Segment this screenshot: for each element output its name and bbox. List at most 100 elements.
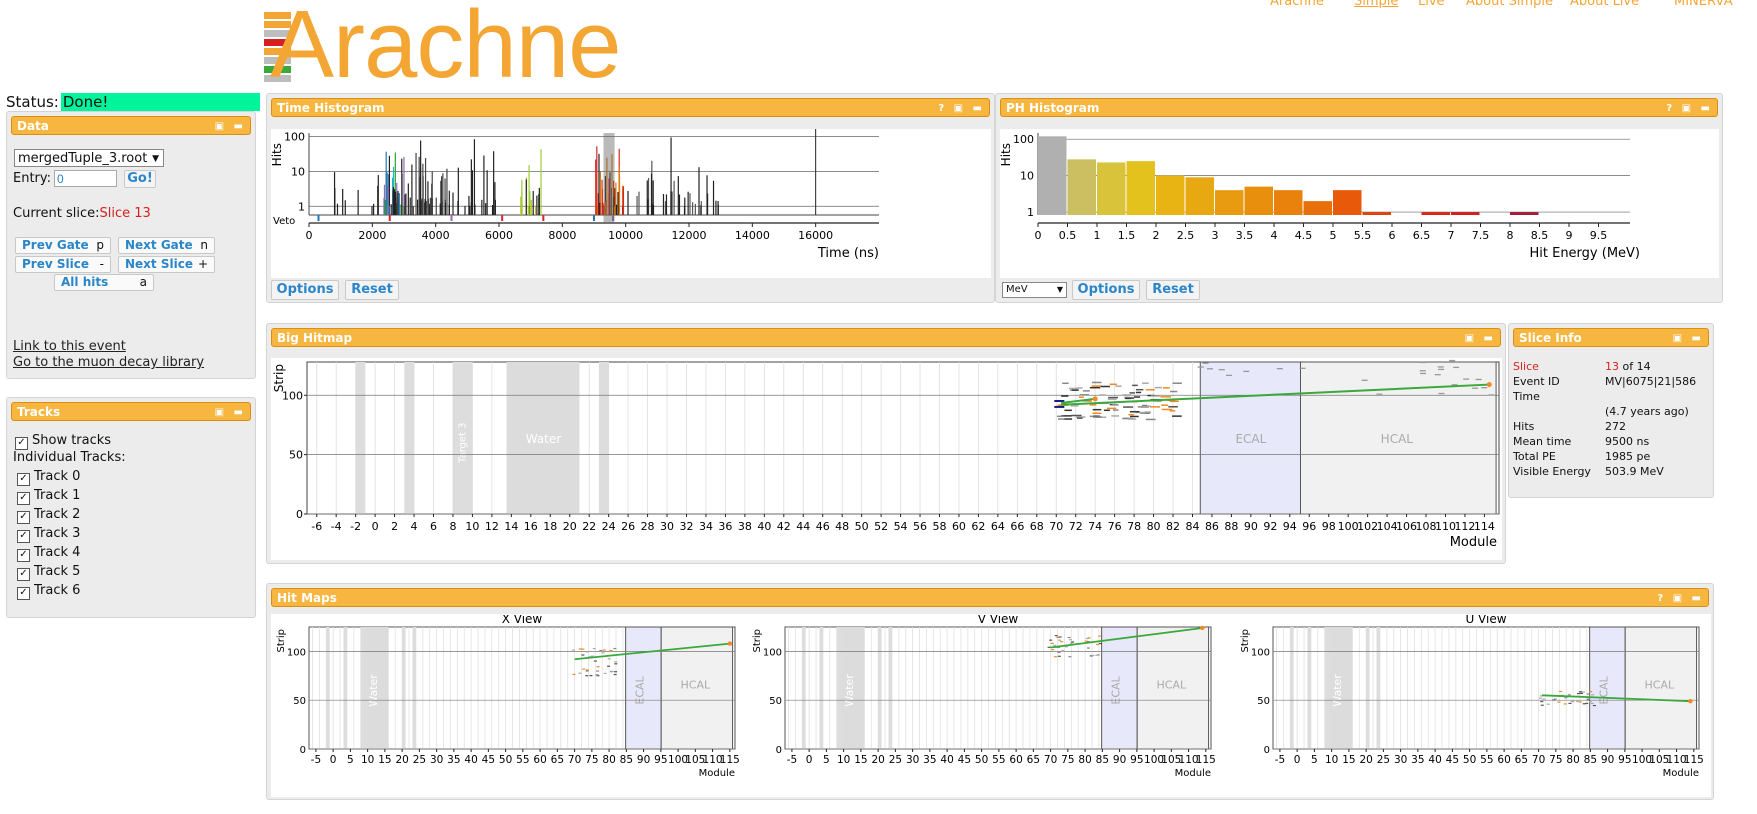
histogram-bar [1215, 190, 1244, 215]
hit [1552, 699, 1556, 701]
x-tick-label: 90 [1244, 520, 1258, 533]
hit-maps-header: Hit Maps ? ▣ ▬ [271, 588, 1709, 607]
panel-controls[interactable]: ? ▣ ▬ [1657, 593, 1704, 604]
track-checkbox-4[interactable]: ✓ Track 4 [17, 545, 80, 562]
x-tick-label: 40 [464, 754, 477, 766]
x-tick-label: 65 [551, 754, 564, 766]
hit [1071, 414, 1082, 417]
x-tick-label: 15 [854, 754, 867, 766]
hit [1085, 637, 1089, 640]
link-to-event[interactable]: Link to this event [13, 339, 126, 354]
checkbox-checked-icon: ✓ [17, 549, 30, 562]
next-slice-button[interactable]: Next Slice + [118, 256, 215, 273]
nav-about-simple[interactable]: About Simple [1466, 0, 1553, 9]
link-muon-library[interactable]: Go to the muon decay library [13, 355, 205, 370]
x-tick-label: 70 [568, 754, 581, 766]
hit [1106, 407, 1117, 410]
ph-reset-button[interactable]: Reset [1146, 280, 1200, 300]
unit-select[interactable]: MeV ▼ [1002, 282, 1067, 298]
unit-select-value: MeV [1006, 284, 1028, 295]
x-tick-label: 90 [1601, 754, 1614, 766]
track-checkbox-6[interactable]: ✓ Track 6 [17, 583, 80, 600]
x-tick-label: 55 [516, 754, 529, 766]
panel-controls[interactable]: ▣ ▬ [214, 121, 246, 132]
y-axis-label: Strip [276, 629, 287, 653]
tracks-panel-title: Tracks [17, 405, 61, 419]
slice-info-value: 272 [1605, 420, 1626, 433]
x-tick-label: 75 [1061, 754, 1074, 766]
nav-arachne[interactable]: Arachne [1270, 0, 1324, 9]
ph-options-button[interactable]: Options [1072, 280, 1140, 300]
x-tick-label: 76 [1108, 520, 1122, 533]
x-tick-label: 60 [533, 754, 546, 766]
slice-info-panel: Slice Info ▣ ▬ Slice 13 of 14 Event ID MV|6… [1508, 323, 1714, 498]
track-line [1050, 627, 1203, 649]
hit [1154, 386, 1162, 389]
track-checkbox-2[interactable]: ✓ Track 2 [17, 507, 80, 524]
x-tick-label: 115 [1196, 754, 1216, 766]
next-gate-button[interactable]: Next Gate n [118, 237, 215, 254]
prev-gate-button[interactable]: Prev Gate p [15, 237, 111, 254]
x-tick-label: 25 [1377, 754, 1390, 766]
current-slice-label: Current slice:Slice 13 [13, 206, 151, 221]
x-tick-label: 45 [482, 754, 495, 766]
go-button[interactable]: Go! [124, 170, 156, 188]
show-tracks-checkbox[interactable]: ✓ Show tracks [15, 433, 111, 450]
nav-live[interactable]: Live [1418, 0, 1445, 9]
hit [1062, 382, 1069, 385]
panel-controls[interactable]: ▣ ▬ [1464, 333, 1496, 344]
x-tick-label: 30 [660, 520, 674, 533]
x-tick-label: 110 [1435, 520, 1456, 533]
panel-controls[interactable]: ▣ ▬ [214, 407, 246, 418]
hit [1111, 415, 1120, 417]
x-tick-label: 100 [1144, 754, 1164, 766]
histogram-bar [1510, 212, 1539, 215]
x-tick-label: 90 [1113, 754, 1126, 766]
prev-slice-button[interactable]: Prev Slice - [15, 256, 111, 273]
y-axis-label: Hits [271, 143, 284, 166]
hit [1451, 384, 1458, 386]
x-tick-label: 50 [499, 754, 512, 766]
file-select-value: mergedTuple_3.root [18, 151, 148, 166]
file-select[interactable]: mergedTuple_3.root ▼ [14, 149, 164, 167]
time-reset-button[interactable]: Reset [345, 280, 399, 300]
x-tick-label: 5.5 [1354, 229, 1372, 242]
slice-info-value: (4.7 years ago) [1605, 405, 1689, 418]
nav-about-live[interactable]: About Live [1570, 0, 1640, 9]
panel-controls[interactable]: ? ▣ ▬ [938, 103, 985, 114]
hit [609, 649, 613, 652]
nav-minerva[interactable]: MINERvA [1674, 0, 1733, 9]
hit [1169, 400, 1179, 403]
x-tick-label: -6 [311, 520, 322, 533]
x-tick-label: -5 [787, 754, 797, 766]
data-panel-header: Data ▣ ▬ [11, 116, 251, 135]
entry-input[interactable] [54, 170, 117, 187]
track-checkbox-3[interactable]: ✓ Track 3 [17, 526, 80, 543]
time-histogram-chart[interactable]: 100 10 1 Hits Veto 0 2000 4000 6000 8000 10000 1200… [271, 129, 991, 278]
x-tick-label: 0 [330, 754, 337, 766]
status-label: Status: [6, 93, 59, 111]
hit [595, 674, 599, 676]
track-checkbox-1[interactable]: ✓ Track 1 [17, 488, 80, 505]
ph-histogram-chart[interactable]: 100 10 1 Hits 0 0.5 1 1.5 2 2.5 3 3.5 4 4.5 5 5.5 6 6.5 7 7… [1000, 129, 1719, 278]
x-tick-label: 10000 [608, 229, 643, 242]
panel-controls[interactable]: ? ▣ ▬ [1666, 103, 1713, 114]
track-checkbox-0[interactable]: ✓ Track 0 [17, 469, 80, 486]
track-label: Track 3 [34, 526, 81, 541]
panel-controls[interactable]: ▣ ▬ [1672, 333, 1704, 344]
hit [1161, 408, 1173, 411]
hit [1133, 396, 1141, 398]
track-checkbox-5[interactable]: ✓ Track 5 [17, 564, 80, 581]
x-tick-label: -5 [1275, 754, 1285, 766]
y-tick-label: 10 [291, 165, 305, 178]
hit [1123, 406, 1134, 408]
time-options-button[interactable]: Options [271, 280, 339, 300]
nav-simple[interactable]: Simple [1354, 0, 1399, 9]
all-hits-button[interactable]: All hits a [54, 274, 154, 291]
hit [585, 651, 589, 653]
hit [1557, 701, 1561, 703]
